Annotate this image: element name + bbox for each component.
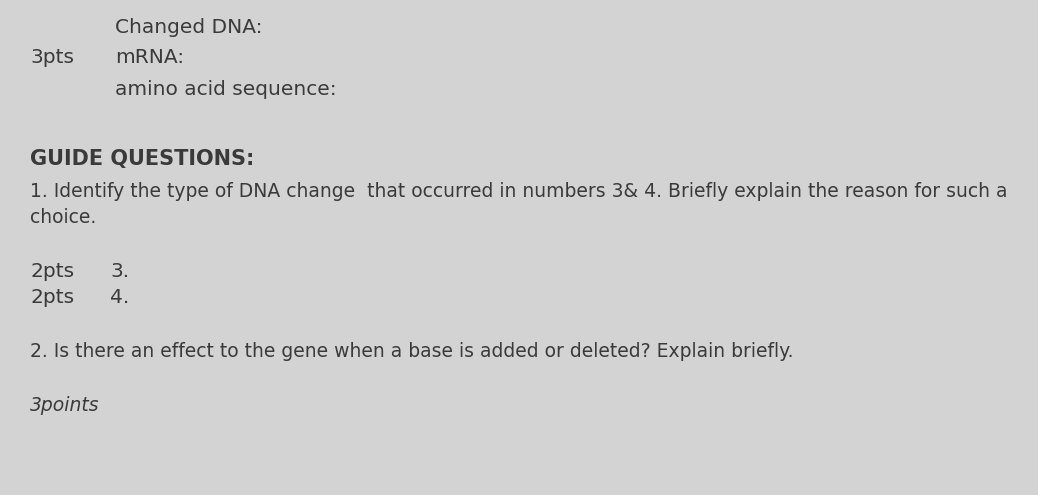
Text: 2pts: 2pts xyxy=(30,288,74,307)
Text: 3points: 3points xyxy=(30,396,100,415)
Text: 2pts: 2pts xyxy=(30,262,74,281)
Text: Changed DNA:: Changed DNA: xyxy=(115,18,263,37)
Text: 2. Is there an effect to the gene when a base is added or deleted? Explain brief: 2. Is there an effect to the gene when a… xyxy=(30,342,793,361)
Text: 3.: 3. xyxy=(110,262,129,281)
Text: choice.: choice. xyxy=(30,208,97,227)
Text: 4.: 4. xyxy=(110,288,130,307)
Text: amino acid sequence:: amino acid sequence: xyxy=(115,80,336,99)
Text: 1. Identify the type of DNA change  that occurred in numbers 3& 4. Briefly expla: 1. Identify the type of DNA change that … xyxy=(30,182,1008,201)
Text: 3pts: 3pts xyxy=(30,48,74,67)
Text: GUIDE QUESTIONS:: GUIDE QUESTIONS: xyxy=(30,149,254,169)
Text: mRNA:: mRNA: xyxy=(115,48,184,67)
